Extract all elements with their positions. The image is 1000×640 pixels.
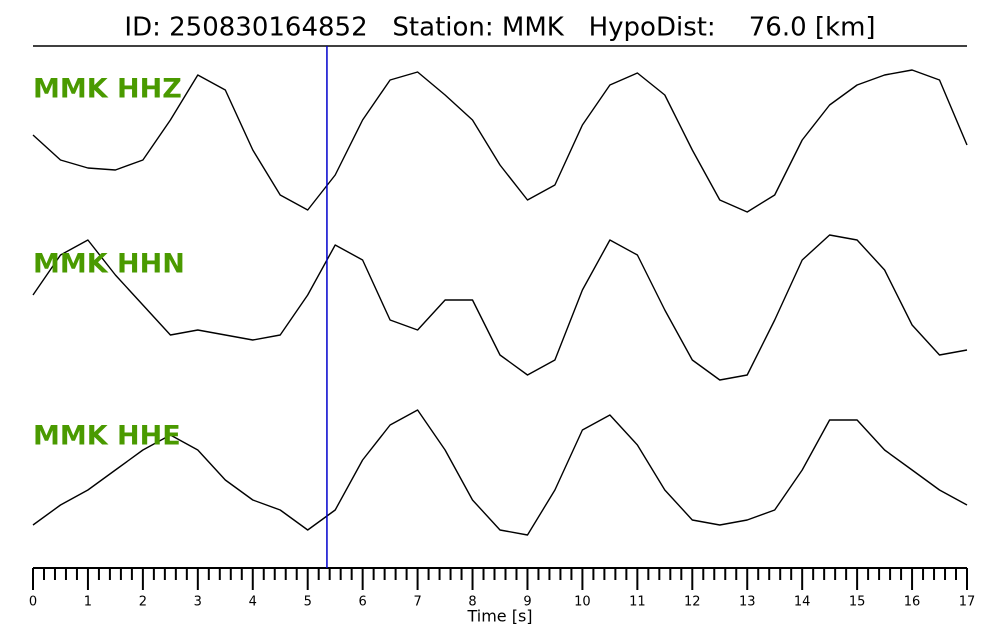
- x-tick-label: 12: [684, 595, 701, 610]
- x-tick-label: 9: [523, 595, 531, 610]
- chart-title: ID: 250830164852 Station: MMK HypoDist: …: [124, 13, 875, 43]
- x-tick-label: 7: [413, 595, 421, 610]
- x-tick-label: 3: [194, 595, 202, 610]
- x-tick-label: 5: [304, 595, 312, 610]
- x-tick-label: 16: [904, 595, 921, 610]
- x-tick-label: 11: [629, 595, 646, 610]
- x-tick-label: 4: [249, 595, 257, 610]
- x-tick-label: 17: [959, 595, 976, 610]
- x-tick-label: 2: [139, 595, 147, 610]
- x-tick-label: 1: [84, 595, 92, 610]
- x-tick-label: 8: [468, 595, 476, 610]
- trace-label: MMK HHZ: [33, 74, 182, 105]
- x-tick-label: 13: [739, 595, 756, 610]
- x-tick-label: 15: [849, 595, 866, 610]
- x-tick-label: 10: [574, 595, 591, 610]
- trace: [32, 234, 968, 381]
- trace: [32, 69, 968, 213]
- x-tick-label: 0: [29, 595, 37, 610]
- x-tick-label: 14: [794, 595, 811, 610]
- trace-label: MMK HHN: [33, 249, 185, 280]
- x-tick-label: 6: [359, 595, 367, 610]
- trace: [32, 409, 968, 536]
- x-axis-label: Time [s]: [466, 607, 532, 626]
- trace-label: MMK HHE: [33, 421, 181, 452]
